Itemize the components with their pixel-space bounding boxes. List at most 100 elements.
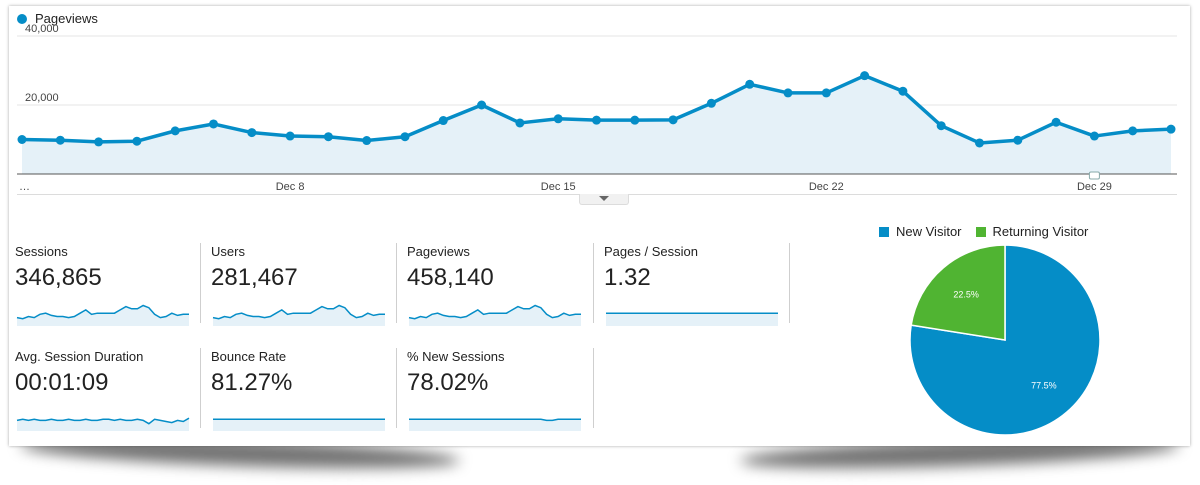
data-point[interactable] bbox=[1051, 117, 1061, 127]
legend-swatch-icon bbox=[879, 226, 889, 237]
data-point[interactable] bbox=[17, 135, 27, 144]
data-point[interactable] bbox=[55, 135, 65, 145]
pageviews-sparkline bbox=[408, 304, 581, 326]
new-sessions-sparkline bbox=[409, 418, 581, 431]
metric-value: 1.32 bbox=[604, 264, 651, 291]
x-tick-label: … bbox=[19, 181, 30, 193]
data-point[interactable] bbox=[821, 88, 831, 98]
metric-label: Pageviews bbox=[407, 244, 470, 259]
data-point[interactable] bbox=[285, 131, 295, 141]
metric-users[interactable]: Users 281,467 bbox=[211, 244, 397, 326]
x-tick-label: Dec 29 bbox=[1077, 181, 1112, 193]
data-point[interactable] bbox=[975, 138, 984, 148]
avg-session-duration-sparkline bbox=[16, 417, 190, 431]
metric-label: Avg. Session Duration bbox=[15, 349, 144, 364]
spark-area bbox=[409, 305, 581, 326]
metric-divider bbox=[396, 348, 397, 428]
metric-label: Users bbox=[211, 244, 245, 259]
metric-bounce-rate[interactable]: Bounce Rate 81.27% bbox=[211, 349, 397, 431]
metric-new-sessions[interactable]: % New Sessions 78.02% bbox=[407, 349, 593, 431]
spark-line bbox=[16, 417, 190, 425]
legend-item-new-visitor[interactable]: New Visitor bbox=[879, 224, 962, 239]
metric-value: 458,140 bbox=[407, 264, 494, 291]
data-point[interactable] bbox=[400, 132, 410, 142]
metric-divider bbox=[789, 243, 790, 323]
users-sparkline bbox=[212, 304, 385, 326]
data-point[interactable] bbox=[668, 115, 678, 125]
metric-pages-per-session[interactable]: Pages / Session 1.32 bbox=[604, 244, 790, 326]
data-point[interactable] bbox=[170, 126, 180, 136]
data-point[interactable] bbox=[209, 119, 218, 129]
data-point[interactable] bbox=[898, 86, 908, 96]
y-tick-label: 40,000 bbox=[25, 23, 59, 35]
metric-avg-session-duration[interactable]: Avg. Session Duration 00:01:09 bbox=[15, 349, 201, 431]
data-point[interactable] bbox=[438, 116, 448, 126]
pages-per-session-sparkline bbox=[606, 312, 778, 326]
data-point[interactable] bbox=[783, 88, 793, 98]
metric-sessions[interactable]: Sessions 346,865 bbox=[15, 244, 201, 326]
metric-divider bbox=[200, 348, 201, 428]
metric-pageviews[interactable]: Pageviews 458,140 bbox=[407, 244, 593, 326]
metric-divider bbox=[200, 243, 201, 323]
metric-label: % New Sessions bbox=[407, 349, 505, 364]
pie-slice-label: 22.5% bbox=[953, 289, 979, 299]
spark-area bbox=[606, 313, 778, 326]
data-point[interactable] bbox=[860, 71, 870, 81]
data-point[interactable] bbox=[553, 114, 563, 124]
spark-line bbox=[212, 304, 385, 320]
x-tick-label: Dec 22 bbox=[809, 181, 844, 193]
spark-area bbox=[17, 305, 189, 326]
spark-area bbox=[213, 419, 385, 431]
sessions-sparkline bbox=[16, 304, 189, 326]
legend-label-returning-visitor: Returning Visitor bbox=[992, 224, 1089, 239]
pie-legend: New Visitor Returning Visitor bbox=[879, 224, 1102, 239]
metric-value: 281,467 bbox=[211, 264, 298, 291]
visitor-type-pie-chart[interactable]: 77.5% 22.5% bbox=[889, 244, 1109, 444]
data-point[interactable] bbox=[1166, 124, 1176, 134]
bounce-rate-sparkline bbox=[213, 418, 385, 431]
y-tick-label: 20,000 bbox=[25, 92, 59, 104]
collapse-chart-button[interactable] bbox=[579, 194, 629, 205]
legend-item-returning-visitor[interactable]: Returning Visitor bbox=[975, 224, 1089, 239]
pie-slice-label: 77.5% bbox=[1031, 381, 1057, 391]
data-point[interactable] bbox=[132, 136, 142, 146]
data-point[interactable] bbox=[936, 121, 946, 131]
pie-slice-returning-visitor[interactable] bbox=[910, 244, 1006, 341]
data-point[interactable] bbox=[1089, 131, 1099, 141]
data-point[interactable] bbox=[323, 132, 333, 142]
metric-label: Sessions bbox=[15, 244, 68, 259]
metric-value: 81.27% bbox=[211, 369, 293, 396]
line-chart-legend[interactable]: Pageviews bbox=[17, 11, 98, 26]
data-point[interactable] bbox=[706, 98, 716, 108]
chevron-down-icon bbox=[599, 196, 609, 201]
data-point[interactable] bbox=[592, 115, 601, 125]
data-point[interactable] bbox=[630, 115, 640, 125]
spark-line bbox=[16, 304, 189, 320]
spark-area bbox=[213, 305, 385, 326]
pageviews-line-chart[interactable]: 40,000 20,000 … Dec 8 Dec 15 Dec 22 Dec 29 bbox=[9, 6, 1190, 196]
spark-area bbox=[17, 418, 189, 431]
data-point[interactable] bbox=[477, 100, 487, 110]
pie-slice-new-visitor[interactable] bbox=[909, 244, 1101, 436]
legend-dot-icon bbox=[17, 13, 27, 24]
data-point[interactable] bbox=[247, 128, 257, 138]
annotation-marker-icon[interactable] bbox=[1088, 171, 1100, 180]
metric-label: Pages / Session bbox=[604, 244, 698, 259]
data-point[interactable] bbox=[362, 136, 372, 146]
legend-label-pageviews: Pageviews bbox=[35, 11, 98, 26]
data-point[interactable] bbox=[1013, 135, 1023, 145]
metric-value: 78.02% bbox=[407, 369, 489, 396]
metric-value: 00:01:09 bbox=[15, 369, 109, 396]
data-point[interactable] bbox=[1128, 126, 1138, 136]
x-tick-label: Dec 8 bbox=[276, 181, 305, 193]
metric-divider bbox=[593, 348, 594, 428]
metric-label: Bounce Rate bbox=[211, 349, 287, 364]
data-point[interactable] bbox=[94, 137, 104, 147]
data-point[interactable] bbox=[745, 79, 755, 89]
analytics-overview-panel: Pageviews 40,000 20,000 … Dec 8 Dec 15 Dec 22… bbox=[9, 6, 1190, 446]
legend-swatch-icon bbox=[975, 226, 986, 237]
metric-value: 346,865 bbox=[15, 264, 102, 291]
data-point[interactable] bbox=[515, 118, 525, 128]
legend-label-new-visitor: New Visitor bbox=[896, 224, 962, 239]
